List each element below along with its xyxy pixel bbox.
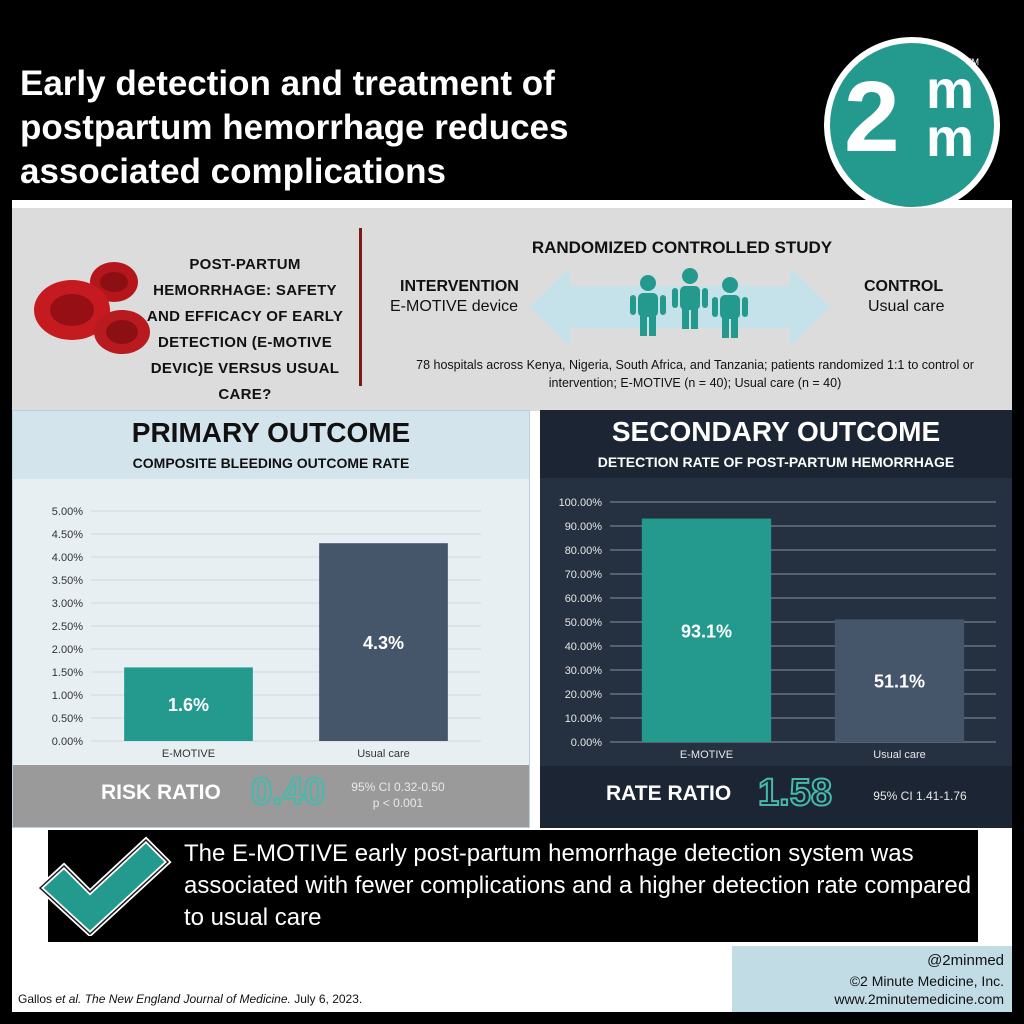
rate-ratio-ci: 95% CI 1.41-1.76 (873, 789, 967, 803)
citation: Gallos et al. The New England Journal of… (18, 992, 362, 1006)
y-tick-label: 2.50% (52, 621, 83, 633)
logo-letter-bottom: m (926, 108, 975, 168)
primary-outcome-panel: PRIMARY OUTCOME COMPOSITE BLEEDING OUTCO… (12, 410, 530, 828)
primary-outcome-title: PRIMARY OUTCOME (131, 417, 411, 448)
y-tick-label: 2.00% (52, 644, 83, 656)
y-tick-label: 3.50% (52, 575, 83, 587)
y-tick-label: 1.50% (52, 667, 83, 679)
secondary-outcome-title: SECONDARY OUTCOME (611, 416, 941, 447)
secondary-outcome-header: SECONDARY OUTCOME DETECTION RATE OF POST… (540, 410, 1012, 478)
x-tick-label: E-MOTIVE (680, 749, 733, 761)
2minutemedicine-logo: 2 m m TM (824, 37, 1000, 213)
bar-e-motive (124, 667, 253, 741)
logo-digit: 2 (844, 61, 900, 173)
risk-ratio-ci-range: 95% CI 0.32-0.50 (351, 780, 445, 794)
risk-ratio-ci: 95% CI 0.32-0.50 p < 0.001 (338, 779, 458, 811)
website-link[interactable]: www.2minutemedicine.com (834, 991, 1004, 1007)
y-tick-label: 4.50% (52, 529, 83, 541)
rate-ratio-value: 1.58 (757, 771, 833, 815)
twitter-handle[interactable]: @2minmed (927, 952, 1004, 969)
control-label: CONTROL (864, 278, 944, 295)
citation-date: July 6, 2023. (294, 992, 363, 1006)
rate-ratio-label: RATE RATIO (606, 782, 732, 805)
risk-ratio-label: RISK RATIO (101, 781, 221, 804)
checkmark-icon (36, 836, 172, 936)
y-tick-label: 3.00% (52, 598, 83, 610)
secondary-outcome-footer: RATE RATIO 1.58 95% CI 1.41-1.76 (540, 766, 1012, 828)
y-tick-label: 1.00% (52, 690, 83, 702)
study-design-panel: POST-PARTUM HEMORRHAGE: SAFETY AND EFFIC… (12, 208, 1012, 411)
citation-etal: et al. (55, 992, 82, 1006)
primary-outcome-header: PRIMARY OUTCOME COMPOSITE BLEEDING OUTCO… (13, 411, 529, 479)
y-tick-label: 5.00% (52, 506, 83, 518)
x-tick-label: Usual care (873, 749, 926, 761)
header: Early detection and treatment of postpar… (12, 12, 1012, 213)
logo-trademark: TM (966, 57, 979, 67)
y-tick-label: 0.00% (52, 736, 83, 748)
y-tick-label: 0.00% (571, 737, 602, 749)
control-description: Usual care (868, 298, 945, 315)
y-tick-label: 80.00% (565, 545, 603, 557)
y-tick-label: 4.00% (52, 552, 83, 564)
study-type-title: RANDOMIZED CONTROLLED STUDY (531, 238, 833, 257)
primary-outcome-footer: RISK RATIO 0.40 95% CI 0.32-0.50 p < 0.0… (13, 765, 529, 827)
secondary-outcome-subtitle: DETECTION RATE OF POST-PARTUM HEMORRHAGE (597, 454, 955, 470)
y-tick-label: 70.00% (565, 569, 603, 581)
secondary-outcome-panel: SECONDARY OUTCOME DETECTION RATE OF POST… (540, 410, 1012, 828)
bar-usual-care (319, 543, 448, 741)
y-tick-label: 0.50% (52, 713, 83, 725)
conclusion-banner: The E-MOTIVE early post-partum hemorrhag… (36, 830, 978, 942)
y-tick-label: 50.00% (565, 617, 603, 629)
data-label: 1.6% (168, 695, 209, 715)
citation-authors: Gallos (18, 992, 53, 1006)
risk-ratio-p-value: p < 0.001 (372, 796, 424, 810)
y-tick-label: 60.00% (565, 593, 603, 605)
blood-cells-icon (34, 262, 150, 354)
primary-outcome-subtitle: COMPOSITE BLEEDING OUTCOME RATE (132, 455, 410, 471)
data-label: 4.3% (363, 633, 404, 653)
y-tick-label: 90.00% (565, 521, 603, 533)
research-question: POST-PARTUM HEMORRHAGE: SAFETY AND EFFIC… (146, 256, 344, 403)
primary-outcome-chart: 0.00% 0.50% 1.00% 1.50% 2.00% 2.50% 3.00% 3.50%… (52, 506, 481, 760)
intervention-label: INTERVENTION (400, 278, 519, 295)
page-title: Early detection and treatment of postpar… (20, 64, 569, 191)
data-label: 93.1% (681, 621, 732, 641)
y-tick-label: 20.00% (565, 689, 603, 701)
divider (359, 228, 362, 386)
bar-e-motive (641, 518, 772, 742)
y-tick-label: 10.00% (565, 713, 603, 725)
citation-journal: The New England Journal of Medicine. (84, 992, 291, 1006)
y-tick-label: 100.00% (559, 497, 603, 509)
credits-box: @2minmed ©2 Minute Medicine, Inc. www.2m… (732, 946, 1012, 1012)
bar-usual-care (834, 619, 965, 742)
y-tick-label: 40.00% (565, 641, 603, 653)
intervention-description: E-MOTIVE device (390, 298, 519, 315)
logo-letter-top: m (926, 60, 975, 120)
data-label: 51.1% (874, 672, 925, 692)
conclusion-text: The E-MOTIVE early post-partum hemorrhag… (184, 840, 972, 931)
secondary-outcome-chart: 0.00% 10.00% 20.00% 30.00% 40.00% 50.00% 60.00… (559, 497, 996, 761)
x-tick-label: E-MOTIVE (162, 748, 215, 760)
y-tick-label: 30.00% (565, 665, 603, 677)
risk-ratio-value: 0.40 (250, 770, 326, 814)
copyright-text: ©2 Minute Medicine, Inc. (849, 973, 1004, 989)
infographic-canvas: Early detection and treatment of postpar… (12, 12, 1012, 1012)
comparison-arrow-icon (530, 268, 830, 346)
x-tick-label: Usual care (357, 748, 410, 760)
study-description: 78 hospitals across Kenya, Nigeria, Sout… (416, 358, 974, 390)
